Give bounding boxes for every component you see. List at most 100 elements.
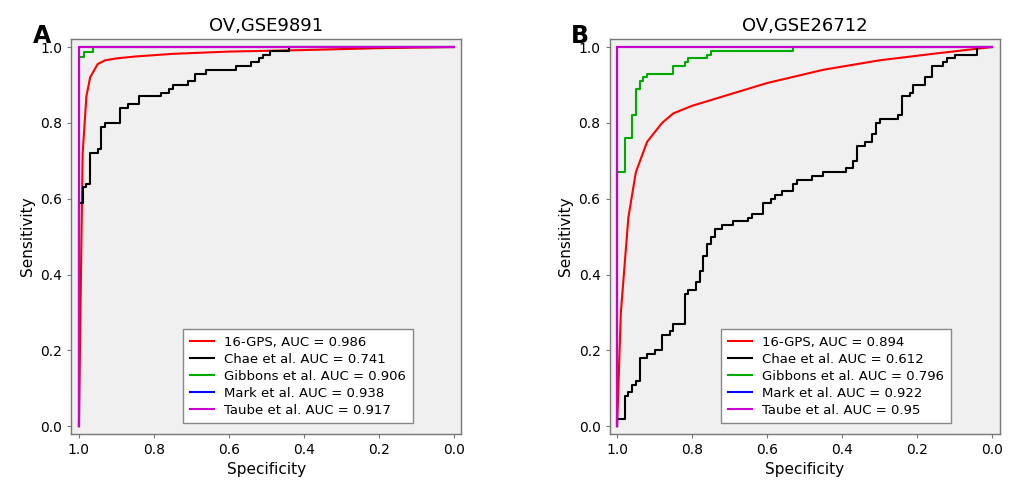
Chae et al. AUC = 0.741 bbox=[447, 44, 460, 50]
Taube et al. AUC = 0.95 bbox=[610, 423, 623, 429]
Gibbons et al. AUC = 0.906 bbox=[72, 143, 85, 149]
Mark et al. AUC = 0.938 bbox=[415, 44, 427, 50]
16-GPS, AUC = 0.986 bbox=[72, 423, 85, 429]
Line: Chae et al. AUC = 0.741: Chae et al. AUC = 0.741 bbox=[78, 47, 453, 426]
16-GPS, AUC = 0.894 bbox=[610, 423, 623, 429]
Gibbons et al. AUC = 0.906 bbox=[415, 44, 427, 50]
16-GPS, AUC = 0.986 bbox=[99, 57, 111, 63]
Gibbons et al. AUC = 0.796 bbox=[985, 44, 998, 50]
Text: A: A bbox=[33, 24, 51, 48]
Chae et al. AUC = 0.741 bbox=[95, 128, 107, 134]
Mark et al. AUC = 0.922 bbox=[610, 174, 623, 180]
Taube et al. AUC = 0.95 bbox=[748, 44, 760, 50]
16-GPS, AUC = 0.894 bbox=[929, 50, 942, 56]
Gibbons et al. AUC = 0.906 bbox=[72, 423, 85, 429]
Line: 16-GPS, AUC = 0.986: 16-GPS, AUC = 0.986 bbox=[78, 47, 453, 426]
16-GPS, AUC = 0.894 bbox=[985, 44, 998, 50]
Taube et al. AUC = 0.917 bbox=[72, 394, 85, 400]
Mark et al. AUC = 0.938 bbox=[72, 44, 85, 50]
Line: Taube et al. AUC = 0.917: Taube et al. AUC = 0.917 bbox=[78, 47, 453, 426]
Taube et al. AUC = 0.95 bbox=[610, 44, 623, 50]
Mark et al. AUC = 0.922 bbox=[610, 380, 623, 386]
Chae et al. AUC = 0.612 bbox=[610, 420, 623, 425]
Gibbons et al. AUC = 0.906 bbox=[363, 44, 375, 50]
Taube et al. AUC = 0.95 bbox=[985, 44, 998, 50]
16-GPS, AUC = 0.894 bbox=[622, 215, 634, 221]
Gibbons et al. AUC = 0.906 bbox=[72, 215, 85, 221]
Mark et al. AUC = 0.922 bbox=[894, 44, 906, 50]
Gibbons et al. AUC = 0.906 bbox=[326, 44, 338, 50]
16-GPS, AUC = 0.894 bbox=[655, 120, 667, 126]
16-GPS, AUC = 0.986 bbox=[110, 55, 122, 61]
Gibbons et al. AUC = 0.796 bbox=[610, 423, 623, 429]
Mark et al. AUC = 0.922 bbox=[610, 418, 623, 424]
Y-axis label: Sensitivity: Sensitivity bbox=[19, 197, 35, 277]
Chae et al. AUC = 0.612 bbox=[633, 378, 645, 384]
16-GPS, AUC = 0.986 bbox=[129, 54, 142, 60]
16-GPS, AUC = 0.986 bbox=[372, 45, 384, 51]
Chae et al. AUC = 0.612 bbox=[970, 44, 982, 50]
Mark et al. AUC = 0.938 bbox=[72, 380, 85, 386]
Title: OV,GSE9891: OV,GSE9891 bbox=[209, 17, 323, 35]
Gibbons et al. AUC = 0.906 bbox=[447, 44, 460, 50]
Mark et al. AUC = 0.938 bbox=[447, 44, 460, 50]
Taube et al. AUC = 0.917 bbox=[72, 423, 85, 429]
Mark et al. AUC = 0.922 bbox=[610, 44, 623, 50]
16-GPS, AUC = 0.986 bbox=[298, 47, 310, 53]
X-axis label: Specificity: Specificity bbox=[764, 462, 844, 477]
Gibbons et al. AUC = 0.796 bbox=[626, 120, 638, 126]
Taube et al. AUC = 0.917 bbox=[171, 44, 183, 50]
Line: Mark et al. AUC = 0.938: Mark et al. AUC = 0.938 bbox=[78, 47, 453, 426]
Line: Gibbons et al. AUC = 0.906: Gibbons et al. AUC = 0.906 bbox=[78, 47, 453, 426]
Gibbons et al. AUC = 0.906 bbox=[72, 172, 85, 178]
Mark et al. AUC = 0.938 bbox=[340, 44, 353, 50]
Line: Gibbons et al. AUC = 0.796: Gibbons et al. AUC = 0.796 bbox=[616, 47, 991, 426]
Gibbons et al. AUC = 0.796 bbox=[787, 44, 799, 50]
Chae et al. AUC = 0.612 bbox=[704, 241, 716, 247]
16-GPS, AUC = 0.986 bbox=[92, 61, 104, 67]
Mark et al. AUC = 0.922 bbox=[985, 44, 998, 50]
Taube et al. AUC = 0.917 bbox=[72, 289, 85, 295]
Gibbons et al. AUC = 0.796 bbox=[666, 70, 679, 76]
Taube et al. AUC = 0.95 bbox=[610, 246, 623, 252]
Chae et al. AUC = 0.612 bbox=[610, 423, 623, 429]
16-GPS, AUC = 0.986 bbox=[222, 49, 234, 55]
Title: OV,GSE26712: OV,GSE26712 bbox=[741, 17, 866, 35]
Chae et al. AUC = 0.612 bbox=[783, 188, 795, 194]
X-axis label: Specificity: Specificity bbox=[226, 462, 306, 477]
Chae et al. AUC = 0.612 bbox=[985, 44, 998, 50]
Mark et al. AUC = 0.938 bbox=[72, 174, 85, 180]
Taube et al. AUC = 0.917 bbox=[72, 44, 85, 50]
Taube et al. AUC = 0.95 bbox=[710, 44, 722, 50]
Mark et al. AUC = 0.922 bbox=[878, 44, 891, 50]
Legend: 16-GPS, AUC = 0.894, Chae et al. AUC = 0.612, Gibbons et al. AUC = 0.796, Mark e: 16-GPS, AUC = 0.894, Chae et al. AUC = 0… bbox=[720, 329, 950, 423]
Gibbons et al. AUC = 0.796 bbox=[618, 154, 630, 160]
16-GPS, AUC = 0.894 bbox=[686, 103, 698, 109]
16-GPS, AUC = 0.894 bbox=[629, 169, 641, 175]
Taube et al. AUC = 0.917 bbox=[286, 44, 299, 50]
Gibbons et al. AUC = 0.796 bbox=[610, 355, 623, 361]
16-GPS, AUC = 0.986 bbox=[76, 150, 89, 156]
16-GPS, AUC = 0.894 bbox=[614, 310, 627, 316]
Line: Mark et al. AUC = 0.922: Mark et al. AUC = 0.922 bbox=[616, 47, 991, 426]
Mark et al. AUC = 0.938 bbox=[72, 423, 85, 429]
Chae et al. AUC = 0.741 bbox=[152, 93, 164, 99]
Gibbons et al. AUC = 0.796 bbox=[925, 44, 937, 50]
16-GPS, AUC = 0.986 bbox=[81, 93, 93, 99]
16-GPS, AUC = 0.894 bbox=[760, 80, 772, 86]
Legend: 16-GPS, AUC = 0.986, Chae et al. AUC = 0.741, Gibbons et al. AUC = 0.906, Mark e: 16-GPS, AUC = 0.986, Chae et al. AUC = 0… bbox=[183, 329, 413, 423]
16-GPS, AUC = 0.894 bbox=[640, 139, 652, 145]
Chae et al. AUC = 0.612 bbox=[727, 222, 739, 228]
Mark et al. AUC = 0.922 bbox=[610, 423, 623, 429]
Chae et al. AUC = 0.741 bbox=[84, 158, 96, 164]
Chae et al. AUC = 0.741 bbox=[72, 355, 85, 361]
Line: 16-GPS, AUC = 0.894: 16-GPS, AUC = 0.894 bbox=[616, 47, 991, 426]
16-GPS, AUC = 0.986 bbox=[166, 51, 178, 57]
Line: Taube et al. AUC = 0.95: Taube et al. AUC = 0.95 bbox=[616, 47, 991, 426]
16-GPS, AUC = 0.894 bbox=[816, 67, 828, 73]
16-GPS, AUC = 0.986 bbox=[84, 74, 96, 80]
Gibbons et al. AUC = 0.906 bbox=[87, 44, 99, 50]
Mark et al. AUC = 0.938 bbox=[357, 44, 369, 50]
Mark et al. AUC = 0.922 bbox=[953, 44, 965, 50]
Line: Chae et al. AUC = 0.612: Chae et al. AUC = 0.612 bbox=[616, 47, 991, 426]
